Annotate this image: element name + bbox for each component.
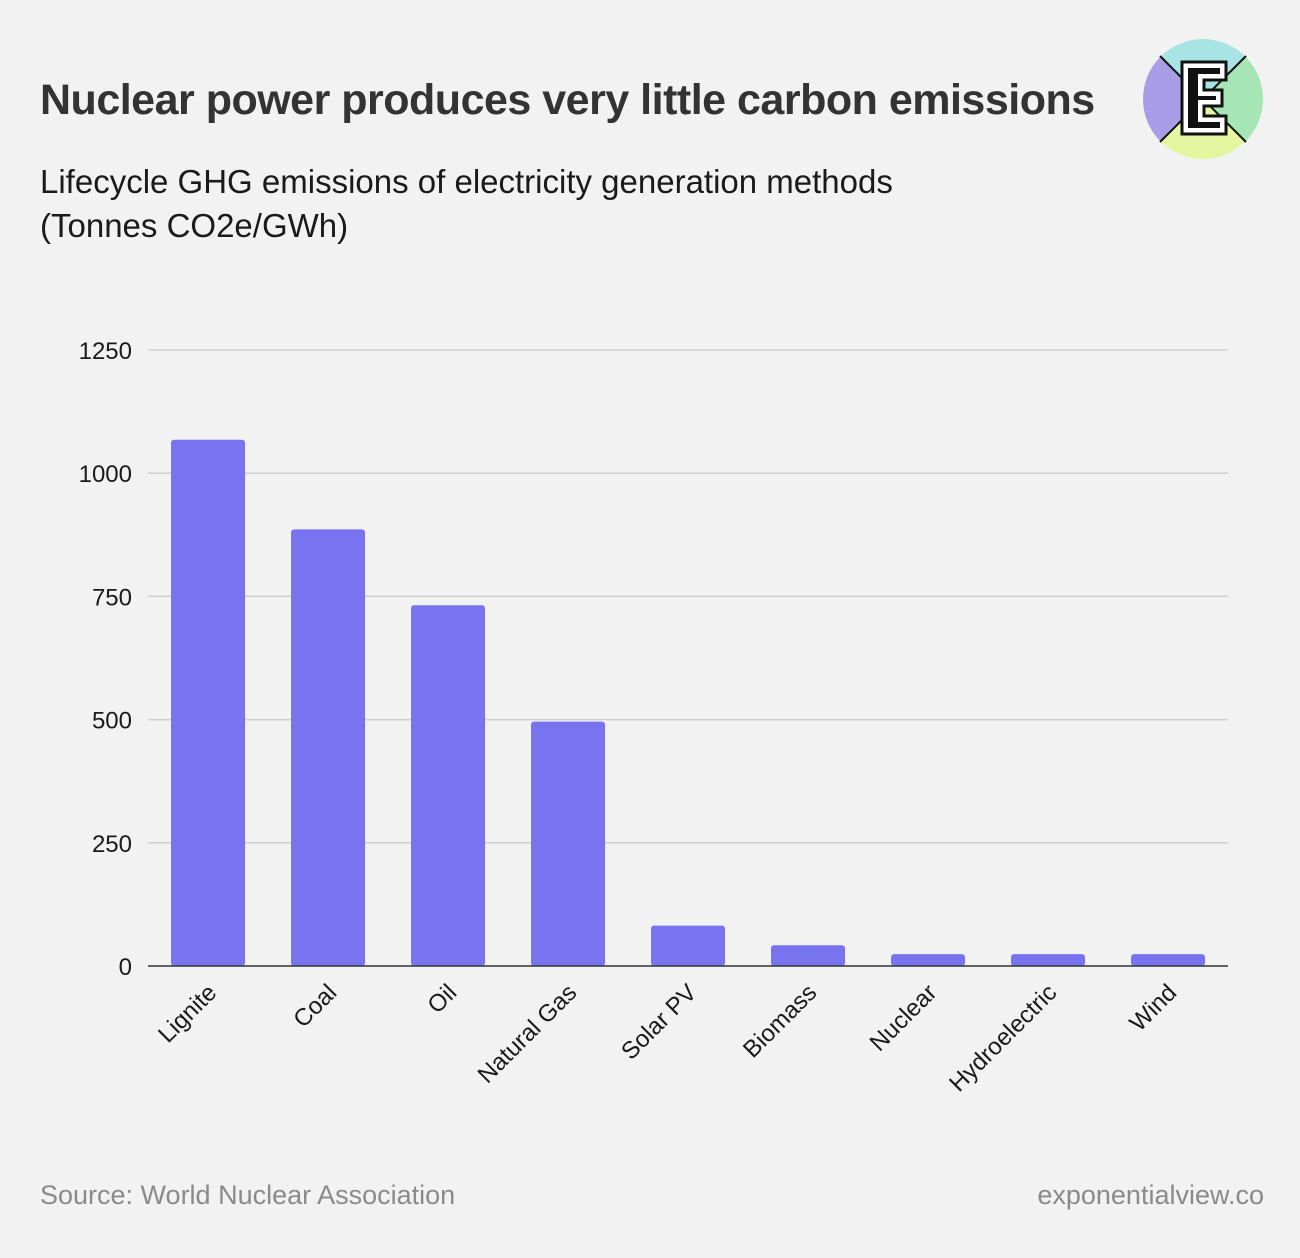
y-tick-label: 1000 <box>79 461 132 488</box>
site-credit: exponentialview.co <box>1037 1180 1264 1210</box>
chart-title: Nuclear power produces very little carbo… <box>40 76 1095 124</box>
x-tick-label: Solar PV <box>616 979 702 1065</box>
subtitle-line-2: (Tonnes CO2e/GWh) <box>40 207 349 244</box>
bar <box>531 721 605 966</box>
subtitle-line-1: Lifecycle GHG emissions of electricity g… <box>40 163 893 200</box>
bar <box>411 605 485 966</box>
x-tick-label: Lignite <box>153 979 222 1048</box>
bar <box>1011 954 1085 966</box>
bar <box>291 529 365 966</box>
chart-subtitle: Lifecycle GHG emissions of electricity g… <box>40 160 893 248</box>
bar <box>891 954 965 966</box>
x-tick-label: Nuclear <box>865 979 943 1057</box>
bar <box>1131 954 1205 966</box>
x-tick-label: Natural Gas <box>473 979 583 1089</box>
x-tick-label: Wind <box>1124 979 1182 1037</box>
bar <box>171 439 245 967</box>
exponential-view-logo-icon <box>1143 39 1263 159</box>
x-tick-label: Oil <box>422 979 462 1019</box>
x-tick-label: Hydroelectric <box>944 979 1062 1097</box>
y-tick-label: 1250 <box>79 338 132 365</box>
bar <box>651 925 725 966</box>
x-tick-label: Biomass <box>738 979 822 1063</box>
y-tick-label: 0 <box>119 954 132 981</box>
y-tick-label: 500 <box>92 708 132 735</box>
source-note: Source: World Nuclear Association <box>40 1180 456 1210</box>
y-tick-label: 750 <box>92 584 132 611</box>
bar <box>771 945 845 966</box>
y-tick-label: 250 <box>92 831 132 858</box>
x-tick-label: Coal <box>288 979 342 1033</box>
